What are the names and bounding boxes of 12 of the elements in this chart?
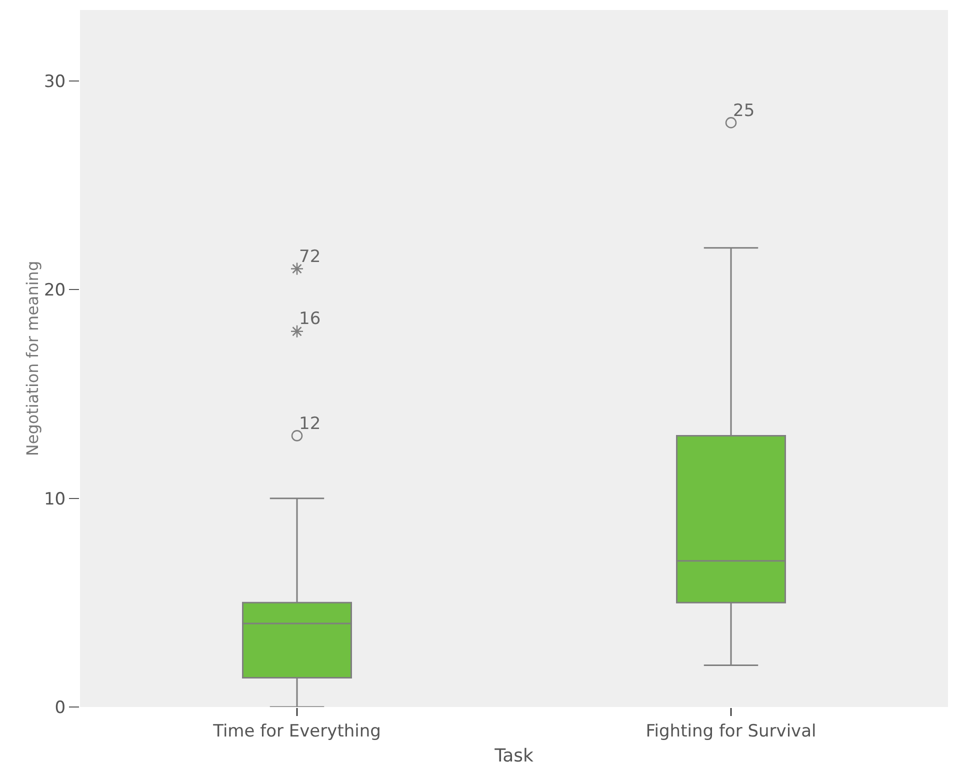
y-axis-title: Negotiation for meaning — [22, 260, 42, 456]
x-tick-label: Fighting for Survival — [646, 721, 816, 742]
y-tick-label: 0 — [54, 698, 66, 718]
y-tick-label: 20 — [44, 280, 66, 301]
annotation: 72 — [299, 247, 321, 267]
y-tick-label: 10 — [44, 489, 66, 510]
x-tick-label: Time for Everything — [212, 721, 381, 742]
annotation: 12 — [299, 414, 321, 434]
annotation: 16 — [299, 309, 321, 329]
y-tick-label: 30 — [44, 72, 66, 92]
x-axis-title: Task — [494, 746, 534, 766]
annotation: 25 — [733, 101, 755, 121]
